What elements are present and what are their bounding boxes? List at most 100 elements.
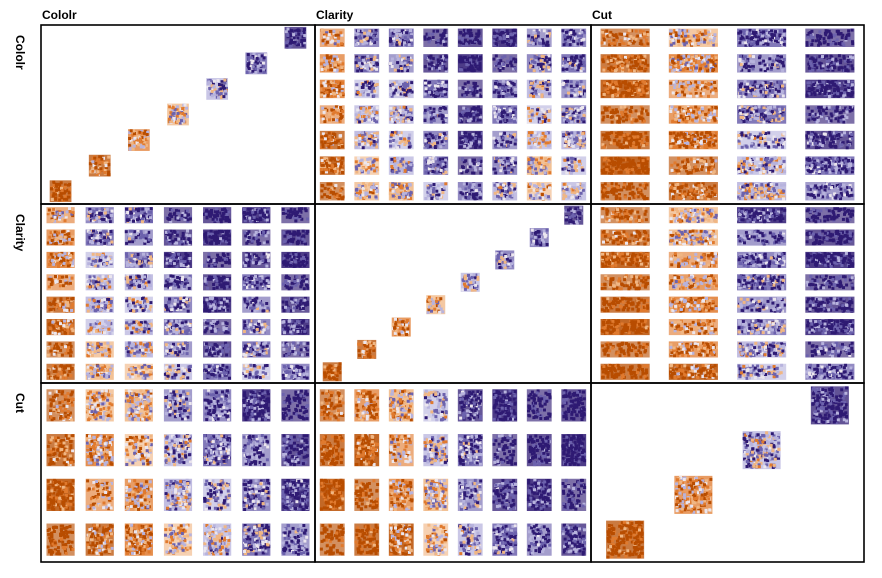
mosaic-cell [46,478,75,511]
mosaic-cell [492,105,518,124]
mosaic-cell [319,523,345,556]
mosaic-cell [457,130,483,150]
mosaic-cell [457,28,483,47]
mosaic-cell [242,229,271,246]
mosaic-cell [526,79,552,99]
mosaic-cell [526,523,552,556]
mosaic-cell [124,434,153,467]
variable-labels: Cololr Cololr Clarity Clarity Cut Cut [13,8,612,413]
mosaic-cell [737,130,787,150]
mosaic-cell [281,478,310,511]
mosaic-cell [600,79,650,99]
mosaic-cell [423,28,449,47]
mosaic-cell [242,389,271,422]
mosaic-cell [561,156,587,175]
mosaic-cell [85,296,114,313]
diagonal-cell [357,339,377,359]
mosaic-cell [281,274,310,291]
mosaic-cell [600,54,650,73]
diagonal-cell [284,26,307,49]
panel-clarity-vs-cut [600,207,855,380]
mosaic-cell [805,79,855,99]
row-label-cut: Cut [13,393,27,413]
mosaic-cell [668,207,718,224]
mosaic-cell [354,523,380,556]
mosaic-cell [457,389,483,422]
mosaic-cell [561,79,587,99]
mosaic-cell [124,523,153,556]
mosaic-cell [163,229,193,246]
mosaic-cell [242,523,271,556]
mosaic-cell [561,54,587,73]
mosaic-cell [423,434,449,467]
mosaic-cell [737,319,787,336]
mosaic-cell [423,79,449,99]
mosaic-cell [85,434,114,467]
mosaic-cell [281,389,310,422]
diagonal-cell [322,362,342,382]
column-label-color: Cololr [42,8,77,22]
mosaic-cell [163,207,193,224]
mosaic-cell [457,156,483,175]
mosaic-cell [46,207,75,224]
mosaic-cell [492,79,518,99]
mosaic-cell [668,341,718,358]
mosaic-cell [600,182,650,201]
mosaic-cell [163,389,193,422]
mosaic-cell [203,296,232,313]
mosaic-cell [354,130,380,150]
mosaic-cell [354,182,380,201]
mosaic-cell [85,229,114,246]
mosaic-cell [668,79,718,99]
mosaic-cell [242,296,271,313]
mosaic-cell [203,389,232,422]
mosaic-cell [203,478,232,511]
mosaic-cell [388,54,414,73]
mosaic-cell [668,319,718,336]
mosaic-cell [668,156,718,175]
mosaic-cell [737,105,787,124]
mosaic-cell [492,130,518,150]
mosaic-cell [668,251,718,268]
mosaic-cell [805,296,855,313]
mosaic-cell [492,54,518,73]
mosaic-cell [737,363,787,380]
mosaic-cell [805,28,855,47]
diagonal-cell [674,475,713,514]
panel-color-vs-cut [600,28,855,201]
mosaic-cell [526,478,552,511]
mosaic-cell [668,296,718,313]
mosaic-cell [388,79,414,99]
mosaic-cell [600,156,650,175]
panel-clarity-vs-color [46,207,310,380]
mosaic-cell [319,182,345,201]
mosaic-cell [600,28,650,47]
column-label-clarity: Clarity [316,8,354,22]
mosaic-cell [124,251,153,268]
diagonal-cell [391,317,411,337]
diagonal-cell [49,180,72,203]
mosaic-cell [124,363,153,380]
mosaic-cell [388,130,414,150]
mosaic-cell [561,28,587,47]
mosaic-cell [124,296,153,313]
mosaic-cell [354,28,380,47]
mosaic-cell [203,434,232,467]
mosaic-cell [124,478,153,511]
mosaic-cell [805,54,855,73]
mosaic-cell [423,478,449,511]
mosaic-cell [388,182,414,201]
mosaic-cell [526,28,552,47]
mosaic-cell [457,478,483,511]
mosaic-cell [668,182,718,201]
mosaic-cell [319,54,345,73]
mosaic-cell [85,363,114,380]
mosaic-cell [737,251,787,268]
mosaic-cell [319,478,345,511]
mosaic-cell [561,182,587,201]
mosaic-cell [600,229,650,246]
mosaic-cell [242,319,271,336]
mosaic-cell [457,182,483,201]
mosaic-cell [319,79,345,99]
